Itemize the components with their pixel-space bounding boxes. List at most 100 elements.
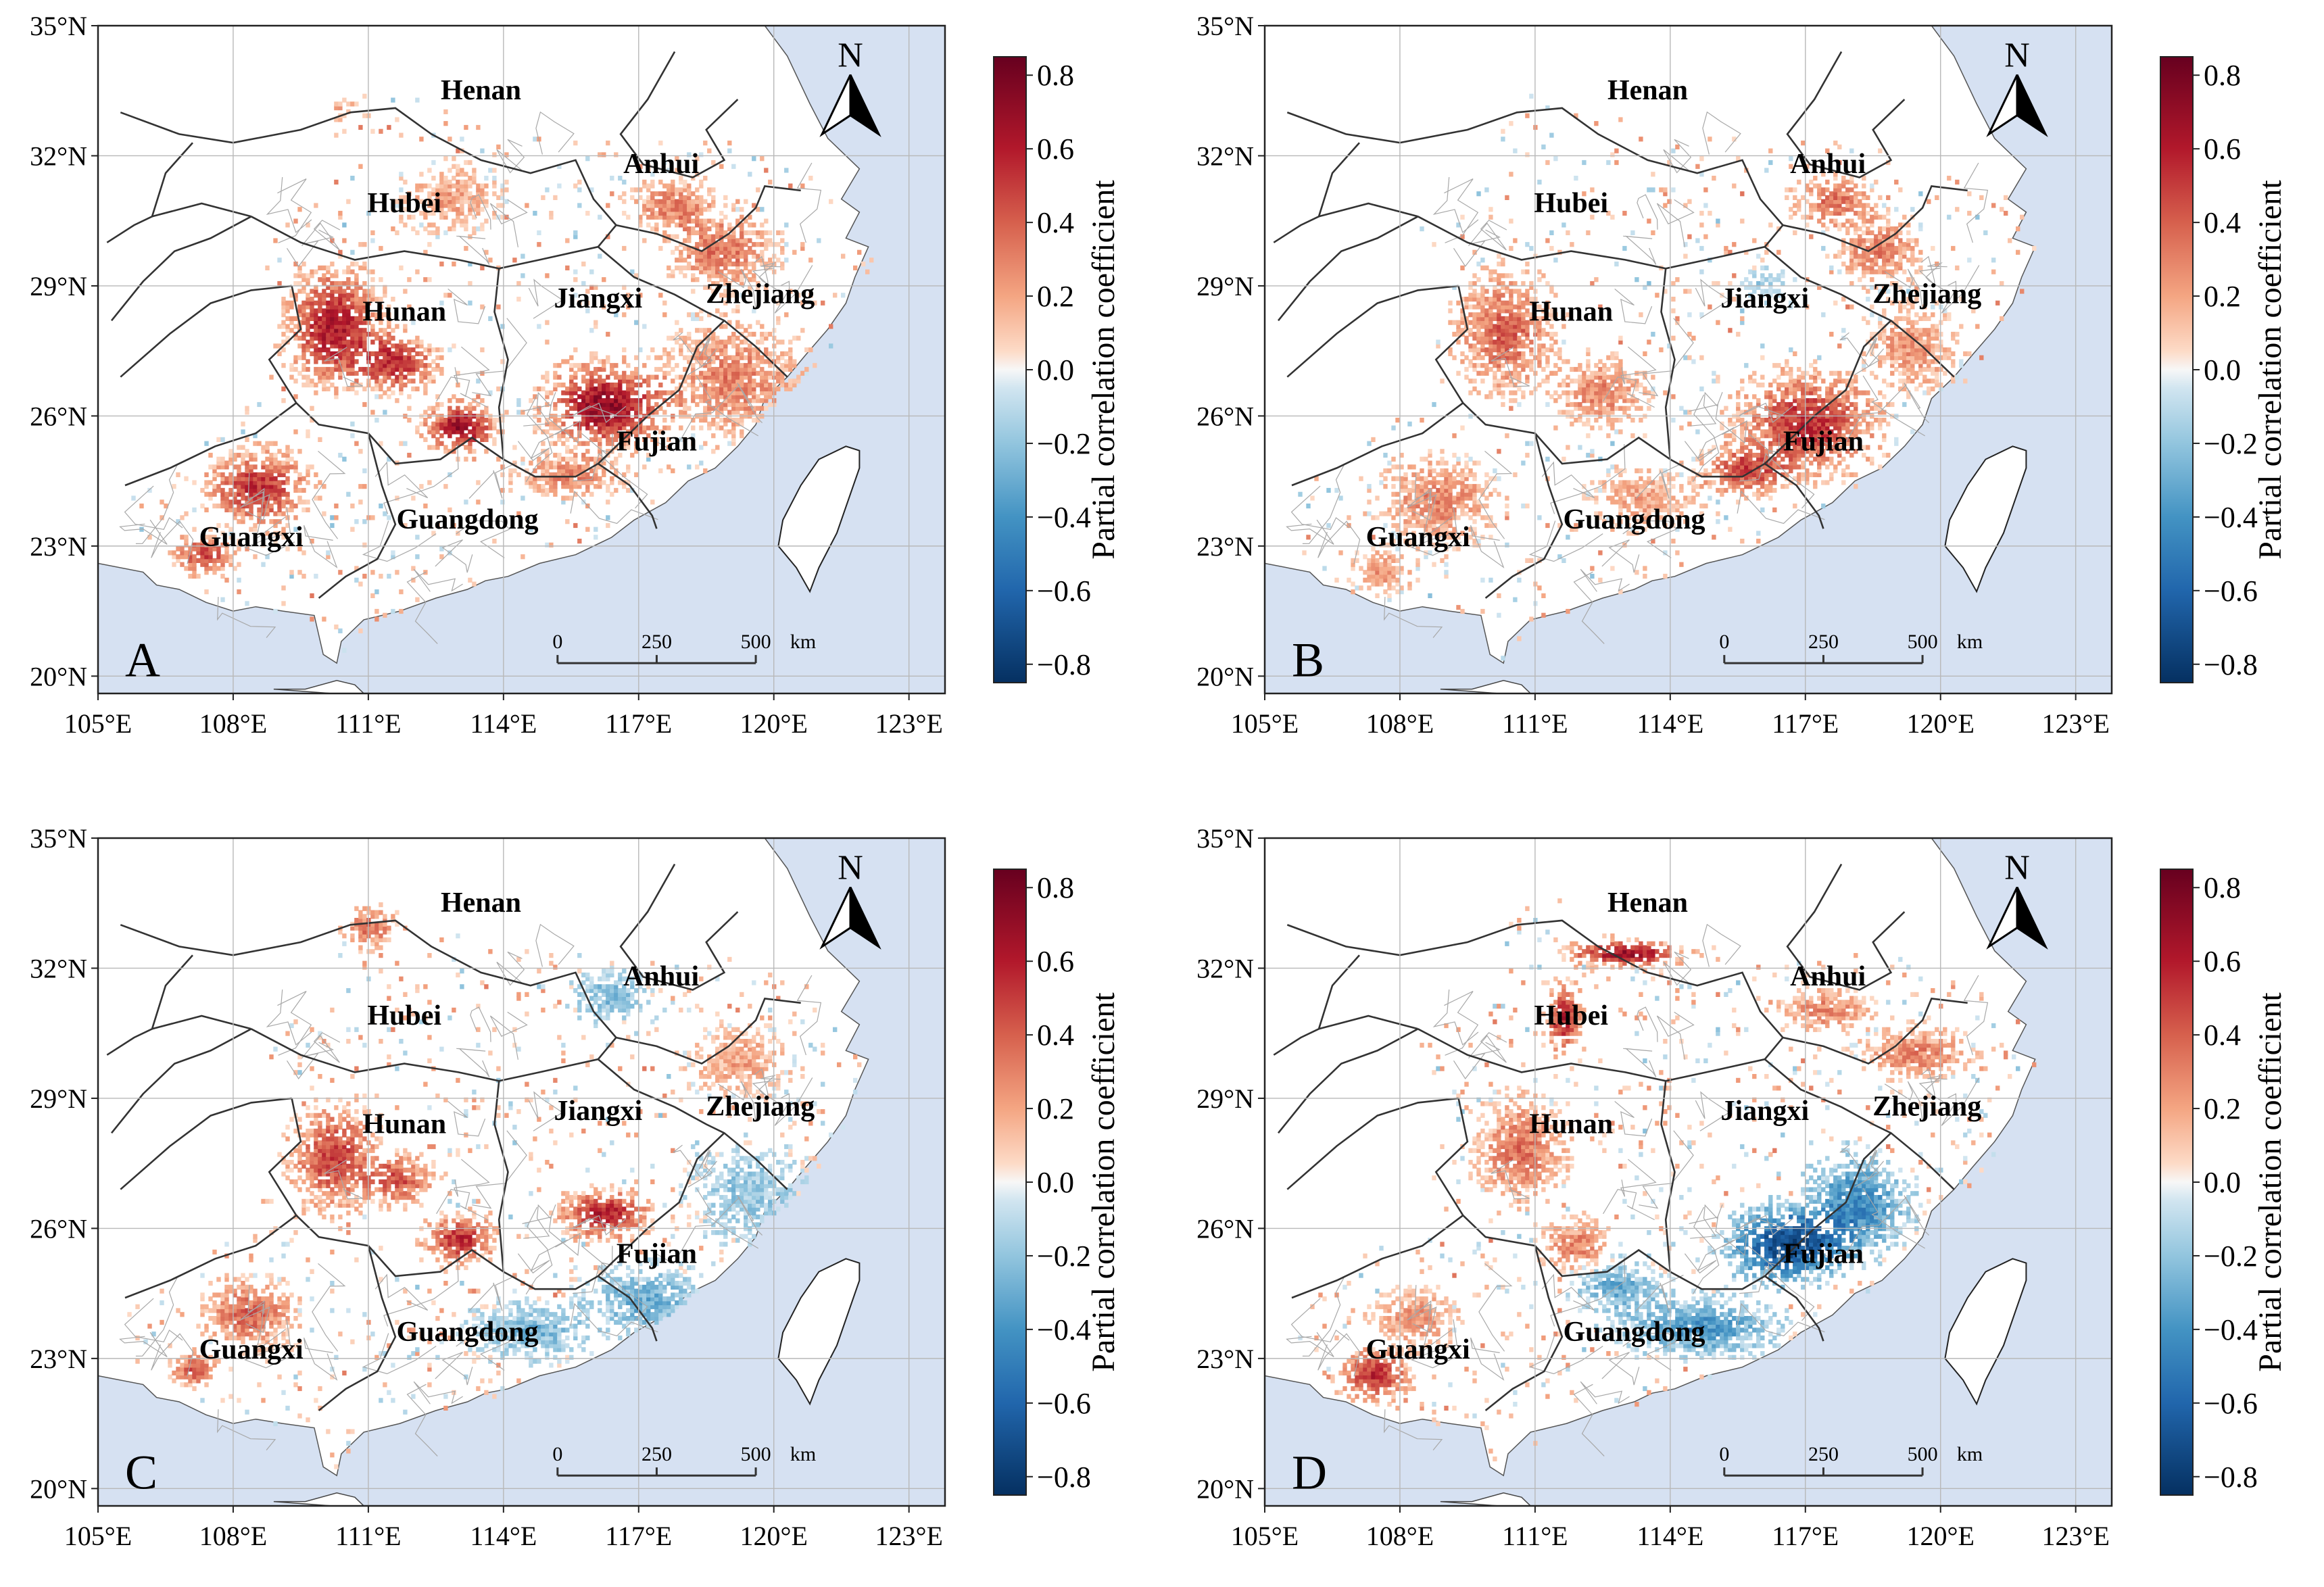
colorbar-tick-label: 0.4 <box>2204 206 2241 239</box>
y-tick-label: 20°N <box>30 1473 87 1504</box>
scale-bar-label: 250 <box>641 1443 672 1465</box>
x-tick-label: 105°E <box>64 1521 132 1551</box>
panel-label: B <box>1292 633 1324 687</box>
colorbar-tick-label: 0.8 <box>1037 871 1074 904</box>
scale-bar-unit: km <box>790 631 816 653</box>
x-tick-label: 123°E <box>2041 1521 2109 1551</box>
province-label-hunan: Hunan <box>362 296 446 327</box>
province-label-henan: Henan <box>441 887 521 919</box>
x-tick-label: 108°E <box>1366 708 1434 739</box>
x-tick-label: 108°E <box>199 708 267 739</box>
colorbar-tick-label: 0.6 <box>2204 945 2241 978</box>
province-boundaries <box>106 51 801 599</box>
scale-bar-label: 0 <box>1719 1443 1729 1465</box>
county-boundaries <box>1286 923 1989 1457</box>
province-label-jiangxi: Jiangxi <box>554 1096 642 1127</box>
colorbar-tick-label: 0.0 <box>2204 1166 2241 1199</box>
province-label-hunan: Hunan <box>1529 296 1613 327</box>
colorbar-tick-label: 0.2 <box>1037 280 1074 313</box>
colorbar-tick-label: 0.2 <box>1037 1092 1074 1125</box>
colorbar-tick-label: −0.6 <box>1037 575 1091 608</box>
colorbar-tick-label: 0.8 <box>2204 59 2241 92</box>
province-boundaries <box>106 863 801 1411</box>
colorbar-tick-label: −0.8 <box>1037 648 1091 681</box>
scale-bar-label: 500 <box>1908 631 1938 653</box>
y-tick-label: 32°N <box>1196 141 1254 171</box>
x-tick-label: 120°E <box>1907 1521 1975 1551</box>
province-label-guangdong: Guangdong <box>396 1317 538 1348</box>
x-tick-label: 117°E <box>605 1521 672 1551</box>
y-tick-label: 29°N <box>1196 271 1254 301</box>
x-tick-label: 120°E <box>740 708 808 739</box>
y-tick-label: 26°N <box>30 1213 87 1244</box>
y-tick-label: 32°N <box>1196 953 1254 983</box>
map-panel-c: 105°E 108°E 111°E 114°E 117°E 120°E 123°E 20°N 2… <box>0 812 1157 1587</box>
y-tick-label: 32°N <box>30 953 87 983</box>
province-label-hubei: Hubei <box>1534 1000 1608 1031</box>
colorbar-tick-label: −0.4 <box>2204 1313 2258 1346</box>
province-label-guangxi: Guangxi <box>199 1334 304 1365</box>
province-label-jiangxi: Jiangxi <box>1720 1096 1809 1127</box>
scale-bar-label: 500 <box>741 1443 771 1465</box>
x-tick-label: 120°E <box>740 1521 808 1551</box>
x-tick-label: 105°E <box>64 708 132 739</box>
colorbar-tick-label: −0.2 <box>1037 427 1091 460</box>
colorbar-tick-label: −0.8 <box>2204 1461 2258 1494</box>
x-tick-label: 108°E <box>199 1521 267 1551</box>
county-boundaries <box>119 923 822 1457</box>
colorbar-tick-label: −0.2 <box>2204 1240 2258 1273</box>
x-tick-label: 117°E <box>605 708 672 739</box>
north-arrow-icon: N <box>819 849 881 950</box>
x-tick-label: 111°E <box>1502 1521 1568 1551</box>
scale-bar-label: 0 <box>1719 631 1729 653</box>
province-label-zhejiang: Zhejiang <box>1872 279 1981 310</box>
province-label-anhui: Anhui <box>1790 149 1866 180</box>
province-label-hubei: Hubei <box>367 1000 441 1031</box>
y-tick-label: 20°N <box>1196 1473 1254 1504</box>
y-tick-label: 35°N <box>1196 823 1254 854</box>
province-label-guangdong: Guangdong <box>1563 1317 1705 1348</box>
y-tick-label: 23°N <box>1196 531 1254 562</box>
colorbar-tick-label: −0.4 <box>2204 501 2258 534</box>
scale-bar-label: 0 <box>552 631 562 653</box>
y-tick-label: 35°N <box>1196 11 1254 41</box>
x-tick-label: 117°E <box>1772 1521 1839 1551</box>
x-tick-label: 105°E <box>1231 708 1299 739</box>
colorbar <box>993 869 1027 1496</box>
correlation-pixels <box>127 902 862 1469</box>
y-tick-label: 35°N <box>30 823 87 854</box>
colorbar-tick-label: 0.6 <box>1037 945 1074 978</box>
scale-bar-label: 250 <box>641 631 672 653</box>
y-tick-label: 20°N <box>1196 661 1254 691</box>
map-svg: 105°E 108°E 111°E 114°E 117°E 120°E 123°E 20°N 2… <box>30 11 1121 739</box>
taiwan-island <box>1944 1258 2027 1406</box>
scale-bar-label: 500 <box>1908 1443 1938 1465</box>
panel-label: C <box>125 1445 158 1499</box>
scale-bar-label: 250 <box>1808 631 1839 653</box>
graticule <box>1265 26 2112 693</box>
y-tick-label: 23°N <box>30 531 87 562</box>
colorbar-tick-label: 0.8 <box>1037 59 1074 92</box>
province-label-jiangxi: Jiangxi <box>554 283 642 314</box>
colorbar-title: Partial correlation coefficient <box>1086 180 1121 560</box>
colorbar-tick-label: 0.6 <box>2204 132 2241 166</box>
colorbar-tick-label: −0.8 <box>1037 1461 1091 1494</box>
province-label-hunan: Hunan <box>362 1108 446 1140</box>
map-frame <box>1263 837 2113 1507</box>
map-panel-a: 105°E 108°E 111°E 114°E 117°E 120°E 123°E 20°N 2… <box>0 0 1157 775</box>
scale-bar: 0 250 500 km <box>1719 1443 1983 1477</box>
colorbar <box>2160 869 2194 1496</box>
province-label-fujian: Fujian <box>616 426 697 458</box>
province-boundaries <box>1273 863 1968 1411</box>
county-boundaries <box>119 111 822 644</box>
x-tick-label: 108°E <box>1366 1521 1434 1551</box>
y-tick-label: 29°N <box>30 271 87 301</box>
graticule <box>1265 838 2112 1506</box>
y-tick-label: 29°N <box>30 1083 87 1114</box>
province-label-jiangxi: Jiangxi <box>1720 283 1809 314</box>
province-label-anhui: Anhui <box>1790 961 1866 992</box>
map-frame <box>97 24 946 695</box>
colorbar <box>2160 56 2194 683</box>
colorbar-tick-label: −0.4 <box>1037 1313 1091 1346</box>
colorbar-tick-label: −0.2 <box>2204 427 2258 460</box>
